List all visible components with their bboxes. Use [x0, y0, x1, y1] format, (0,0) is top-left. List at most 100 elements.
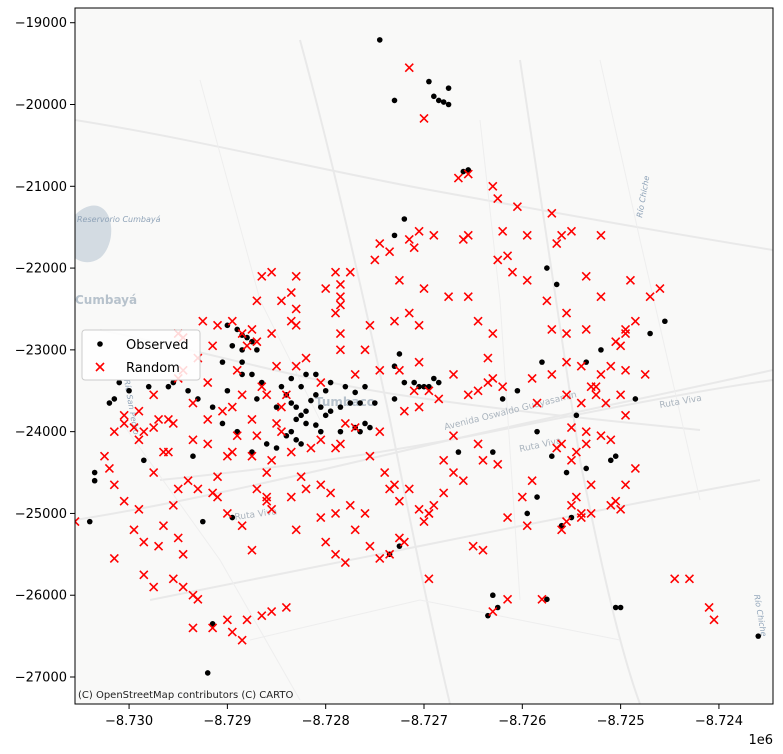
random-point [286, 492, 296, 502]
random-point [581, 271, 591, 281]
random-point [552, 238, 562, 249]
random-point [104, 463, 114, 474]
random-point [478, 545, 488, 555]
observed-point [273, 445, 280, 451]
random-point [149, 582, 159, 592]
random-point [109, 427, 119, 437]
random-point [502, 251, 513, 261]
random-point [458, 476, 468, 486]
random-point [566, 422, 577, 433]
random-point [394, 275, 404, 285]
observed-point [755, 633, 762, 639]
random-point [566, 226, 577, 236]
random-point [483, 378, 493, 388]
y-tick-label: −27000 [15, 671, 67, 686]
random-point [247, 414, 257, 424]
random-point [232, 365, 242, 375]
observed-point [445, 85, 452, 91]
map-label-reservoir: Reservorio Cumbayá [77, 215, 161, 224]
observed-point [598, 347, 604, 353]
x-tick-label: −8.727 [400, 714, 448, 729]
random-point [640, 369, 650, 379]
observed-point [229, 342, 236, 349]
x-tick-label: −8.724 [695, 714, 743, 729]
observed-point [391, 396, 398, 402]
observed-point [298, 383, 304, 390]
observed-point [308, 397, 314, 404]
random-point [542, 296, 552, 306]
random-point [203, 378, 213, 388]
observed-point [234, 428, 241, 435]
observed-point [440, 99, 447, 105]
random-point [414, 357, 424, 367]
random-point [212, 472, 223, 482]
random-point [620, 365, 631, 375]
observed-point [426, 383, 432, 390]
random-point [316, 512, 326, 523]
observed-point [126, 387, 132, 394]
random-point [522, 521, 532, 531]
random-point [350, 369, 360, 379]
x-tick-label: −8.730 [105, 714, 153, 729]
random-point [611, 496, 621, 506]
observed-point [583, 465, 590, 472]
random-point [237, 328, 247, 339]
observed-point [200, 518, 206, 525]
random-point [399, 406, 409, 416]
observed-point [288, 428, 295, 435]
observed-point [563, 469, 570, 476]
random-point [645, 292, 655, 302]
observed-point [544, 265, 550, 271]
random-point [522, 230, 532, 240]
random-point [345, 267, 355, 277]
random-point [625, 275, 636, 285]
observed-point [391, 232, 398, 239]
random-point [360, 345, 370, 355]
random-point [262, 492, 272, 502]
random-point [134, 406, 144, 416]
y-axis: −27000 −26000 −25000 −24000 −23000 −22000 −210… [15, 16, 75, 686]
observed-point [499, 396, 506, 402]
observed-point [612, 604, 619, 611]
random-point [370, 255, 380, 265]
random-point [571, 492, 581, 502]
random-point [365, 451, 375, 461]
random-point [498, 382, 508, 392]
observed-point [288, 375, 295, 382]
random-point [561, 390, 572, 400]
observed-point [219, 359, 226, 365]
random-point [237, 390, 247, 400]
random-point [99, 451, 110, 461]
random-point [375, 365, 385, 375]
random-point [267, 267, 277, 277]
random-point [291, 361, 301, 371]
random-point [561, 517, 572, 527]
observed-point [298, 441, 304, 447]
y-tick-label: −26000 [15, 589, 67, 604]
random-point [439, 455, 449, 465]
y-tick-label: −25000 [15, 507, 67, 522]
random-point [227, 627, 237, 637]
observed-point [258, 379, 265, 386]
random-point [252, 431, 262, 441]
observed-point [411, 379, 417, 386]
observed-point [337, 428, 344, 435]
random-point [616, 504, 626, 514]
random-point [424, 574, 434, 584]
random-point [414, 320, 424, 330]
y-tick-label: −24000 [15, 425, 67, 440]
random-point [345, 500, 355, 510]
observed-point [435, 379, 442, 386]
random-point [429, 230, 439, 240]
random-point [149, 467, 159, 478]
observed-point [362, 383, 368, 390]
random-point [375, 553, 385, 563]
random-point [139, 427, 149, 437]
random-point [493, 459, 503, 469]
random-point [655, 283, 665, 294]
random-point [404, 234, 414, 245]
x-tick-label: −8.725 [597, 714, 645, 729]
observed-point [362, 420, 368, 427]
random-point [566, 500, 577, 510]
observed-point [145, 383, 152, 390]
